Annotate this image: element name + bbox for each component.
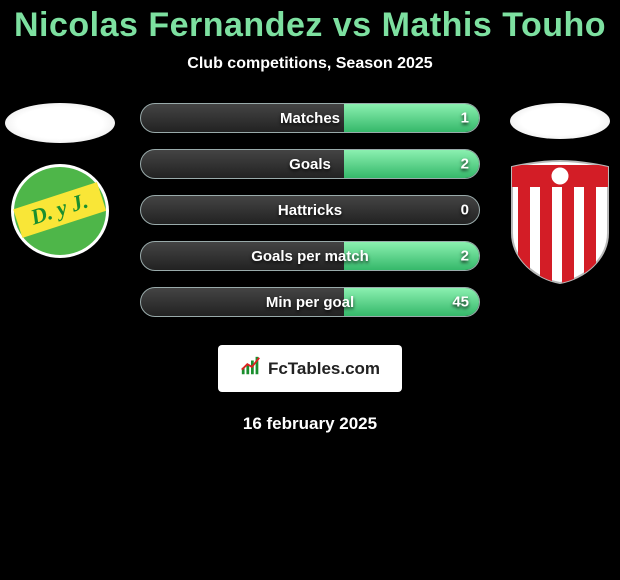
stat-value-right: 0	[461, 202, 469, 219]
stat-label: Goals	[289, 156, 331, 173]
comparison-card: Nicolas Fernandez vs Mathis Touho Club c…	[0, 0, 620, 580]
page-title: Nicolas Fernandez vs Mathis Touho	[14, 6, 606, 45]
stat-row: Goals per match 2	[140, 241, 480, 271]
brand-badge[interactable]: FcTables.com	[218, 345, 402, 392]
stat-value-right: 2	[461, 156, 469, 173]
stats-list: Matches 1 Goals 2 Hattricks 0 Goals per match 2…	[140, 103, 480, 317]
comparison-date: 16 february 2025	[243, 414, 377, 434]
player-right-avatar-placeholder	[510, 103, 610, 139]
stat-label: Goals per match	[251, 248, 369, 265]
stat-value-right: 2	[461, 248, 469, 265]
stat-value-right: 45	[452, 294, 469, 311]
stat-row: Hattricks 0	[140, 195, 480, 225]
brand-name: FcTables.com	[268, 359, 380, 379]
player-right-column	[500, 103, 620, 290]
stat-label: Min per goal	[266, 294, 354, 311]
stat-label: Hattricks	[278, 202, 342, 219]
stat-fill-right	[344, 150, 479, 178]
club-badge-right	[509, 159, 611, 290]
stat-value-right: 1	[461, 110, 469, 127]
subtitle: Club competitions, Season 2025	[187, 55, 432, 73]
stat-row: Goals 2	[140, 149, 480, 179]
player-left-avatar-placeholder	[5, 103, 115, 143]
chart-bars-icon	[240, 355, 262, 382]
player-left-column: D. y J.	[0, 103, 120, 264]
stat-label: Matches	[280, 110, 340, 127]
stat-fill-right	[344, 104, 479, 132]
stat-row: Matches 1	[140, 103, 480, 133]
comparison-body: D. y J. Matches 1 Goals 2 Hattricks 0 Goals pe…	[0, 103, 620, 317]
club-badge-left: D. y J.	[10, 163, 110, 264]
stat-row: Min per goal 45	[140, 287, 480, 317]
